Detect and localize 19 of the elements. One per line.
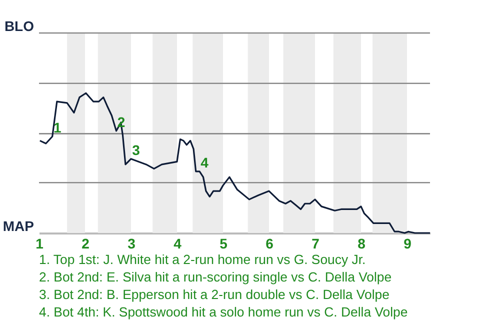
x-tick-label: 5 — [220, 236, 228, 252]
x-tick-label: 6 — [266, 236, 274, 252]
x-tick-label: 7 — [312, 236, 320, 252]
text: MAP — [2, 218, 34, 234]
text: 1. Top 1st: J. White hit a 2-run home run vs G. Soucy Jr. — [39, 252, 366, 267]
annotation: 1 — [53, 119, 62, 136]
x-tick-label: 3 — [128, 236, 136, 252]
annotation: 4 — [200, 154, 209, 170]
annotation: 3 — [132, 142, 140, 158]
x-tick-label: 8 — [358, 236, 366, 252]
ref-line-label: BLO — [4, 18, 34, 34]
x-tick-label: 2 — [82, 236, 90, 252]
text: 2. Bot 2nd: E. Silva hit a run-scoring single vs C. Della Volpe — [39, 269, 392, 284]
x-tick-label: 1 — [36, 236, 44, 252]
text: 3. Bot 2nd: B. Epperson hit a 2-run double vs C. Della Volpe — [39, 286, 390, 302]
x-tick-label: 9 — [404, 236, 412, 252]
text: 4. Bot 4th: K. Spottswood hit a solo home run vs C. Della Volpe — [39, 304, 408, 320]
annotation: 2 — [117, 114, 126, 130]
x-tick-label: 4 — [174, 236, 182, 252]
